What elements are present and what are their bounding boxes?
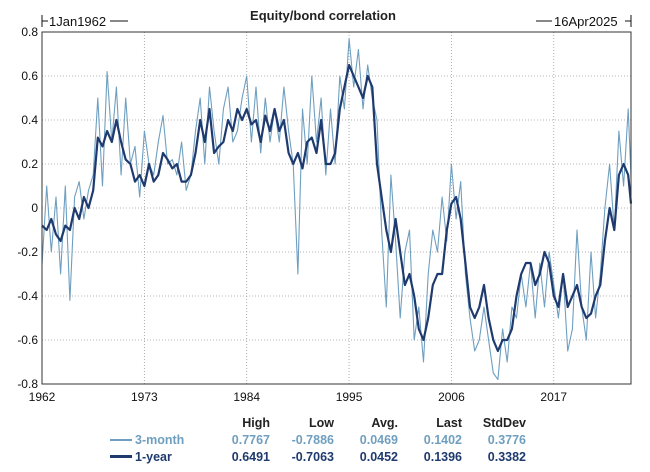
x-tick-label: 2017 xyxy=(540,390,567,404)
range-end-indicator: 16Apr2025 xyxy=(536,14,632,29)
y-tick-label: -0.2 xyxy=(17,245,38,259)
x-tick-label: 1973 xyxy=(131,390,158,404)
stat-high-3-month: 0.7767 xyxy=(231,432,270,447)
legend-entry-3-month: 3-month xyxy=(110,433,206,447)
stat-avg-3-month: 0.0469 xyxy=(359,432,398,447)
grid-lines xyxy=(41,31,631,385)
y-tick-label: 0.6 xyxy=(21,69,38,83)
stat-last-3-month: 0.1402 xyxy=(423,432,462,447)
y-tick-label: 0.8 xyxy=(21,25,38,39)
legend-label-1-year: 1-year xyxy=(135,449,172,464)
y-tick-label: -0.8 xyxy=(17,377,38,391)
series-line-3-month xyxy=(41,38,632,381)
legend-entry-1-year: 1-year xyxy=(110,450,206,464)
x-tick-label: 1995 xyxy=(336,390,363,404)
stats-header-row: High Low Avg. Last StdDev xyxy=(110,414,526,431)
legend-swatch-3-month xyxy=(110,438,132,441)
stat-low-1-year: -0.7063 xyxy=(291,449,334,464)
x-tick-label: 1984 xyxy=(233,390,260,404)
stat-avg-1-year: 0.0452 xyxy=(359,449,398,464)
stats-header-last: Last xyxy=(436,415,462,430)
stats-header-avg: Avg. xyxy=(371,415,398,430)
y-tick-label: 0.4 xyxy=(21,113,38,127)
stat-last-1-year: 0.1396 xyxy=(423,449,462,464)
legend-swatch-1-year xyxy=(110,455,132,458)
range-start-label: 1Jan1962 xyxy=(49,14,106,29)
stats-row-3-month: 3-month 0.7767 -0.7886 0.0469 0.1402 0.3… xyxy=(110,431,526,448)
y-tick-label: 0.2 xyxy=(21,157,38,171)
range-start-indicator: 1Jan1962 xyxy=(41,14,128,29)
x-tick-label: 1962 xyxy=(29,390,56,404)
series-lines xyxy=(41,38,633,381)
y-axis-tick-labels: -0.8 -0.6 -0.4 -0.2 0 0.2 0.4 0.6 0.8 xyxy=(17,25,38,391)
stat-stddev-3-month: 0.3776 xyxy=(487,432,526,447)
y-tick-label: -0.6 xyxy=(17,333,38,347)
series-line-1-year xyxy=(41,63,633,353)
stat-low-3-month: -0.7886 xyxy=(291,432,334,447)
chart-canvas: Equity/bond correlation 1Jan1962 16Apr20… xyxy=(17,8,633,404)
chart-title: Equity/bond correlation xyxy=(250,8,396,23)
range-end-label: 16Apr2025 xyxy=(554,14,618,29)
x-axis-tick-labels: 1962 1973 1984 1995 2006 2017 xyxy=(29,390,568,404)
stats-table: High Low Avg. Last StdDev 3-month 0.7767… xyxy=(110,414,526,465)
y-tick-label: -0.4 xyxy=(17,289,38,303)
plot-frame xyxy=(41,31,632,385)
x-tick-label: 2006 xyxy=(438,390,465,404)
stats-header-high: High xyxy=(242,415,270,430)
stat-high-1-year: 0.6491 xyxy=(231,449,270,464)
stats-row-1-year: 1-year 0.6491 -0.7063 0.0452 0.1396 0.33… xyxy=(110,448,526,465)
stats-header-low: Low xyxy=(309,415,334,430)
legend-label-3-month: 3-month xyxy=(135,432,185,447)
stat-stddev-1-year: 0.3382 xyxy=(487,449,526,464)
y-tick-label: 0 xyxy=(31,201,38,215)
stats-header-stddev: StdDev xyxy=(482,415,526,430)
